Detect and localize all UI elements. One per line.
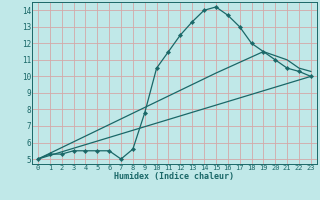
X-axis label: Humidex (Indice chaleur): Humidex (Indice chaleur) xyxy=(115,172,234,181)
